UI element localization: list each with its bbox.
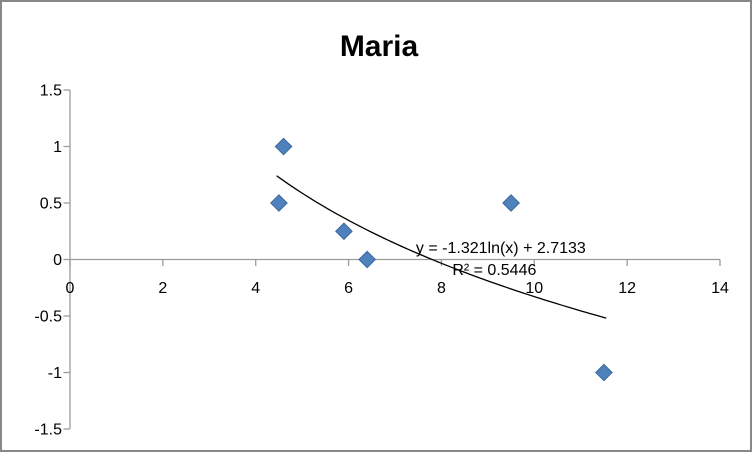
- y-axis-tick-label: 0: [53, 252, 62, 269]
- y-axis-tick-label: 1: [53, 139, 62, 156]
- x-axis-tick-label: 10: [525, 280, 543, 297]
- x-axis-tick-label: 0: [66, 280, 75, 297]
- trendline-equation-label: y = -1.321ln(x) + 2.7133: [416, 240, 586, 257]
- data-point-marker: [358, 250, 377, 269]
- trendline: [276, 175, 607, 319]
- y-axis-tick-label: -1.5: [34, 422, 62, 439]
- data-point-marker: [274, 137, 293, 156]
- y-axis-tick-label: -0.5: [34, 309, 62, 326]
- y-axis-tick-label: 1.5: [40, 83, 62, 100]
- chart-title: Maria: [340, 30, 419, 63]
- plot-generated-group: 0 2 4 6 8 10 12 141.510.50-0.5-1-1.5y = -1.321l…: [34, 83, 729, 439]
- x-axis-tick-label: 4: [251, 280, 260, 297]
- y-axis-tick-label: 0.5: [40, 196, 62, 213]
- x-axis-tick-label: 12: [618, 280, 636, 297]
- y-axis-tick-label: -1: [48, 365, 62, 382]
- data-point-marker: [502, 194, 520, 212]
- data-point-marker: [335, 222, 353, 241]
- x-axis-tick-label: 14: [711, 280, 729, 297]
- x-axis-tick-label: 8: [437, 280, 446, 297]
- x-axis-tick-label: 6: [344, 280, 353, 297]
- trendline-r-squared-label: R² = 0.5446: [452, 262, 536, 279]
- data-point-marker: [270, 194, 288, 212]
- data-point-marker: [595, 363, 613, 382]
- x-axis-tick-label: 2: [158, 280, 167, 297]
